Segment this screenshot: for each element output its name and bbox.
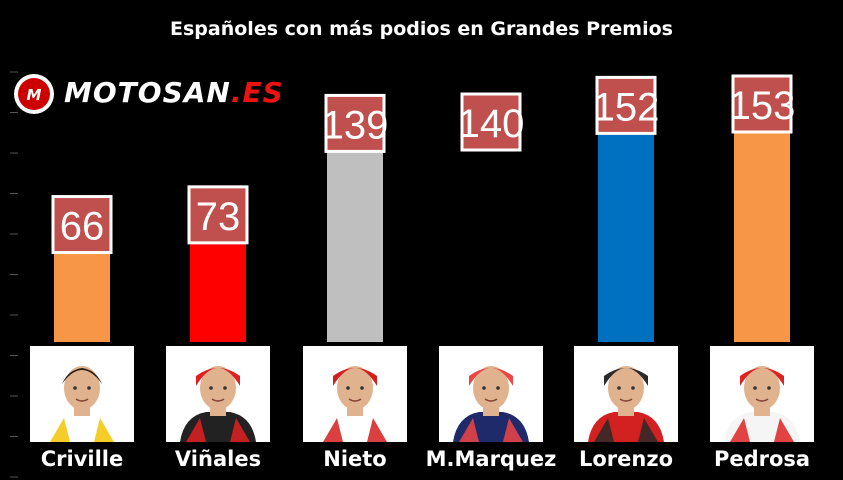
logo-prefix: MOTOSAN	[64, 76, 231, 109]
rider-portrait-icon	[303, 346, 407, 442]
bar-mmarquez	[463, 148, 519, 342]
data-label-text: 153	[729, 84, 796, 128]
data-label-text: 73	[196, 195, 241, 239]
chart-title: Españoles con más podios en Grandes Prem…	[170, 18, 673, 40]
data-label-text: 139	[322, 103, 389, 147]
bar-viales	[190, 240, 246, 342]
data-label-text: 140	[458, 102, 525, 146]
category-label: Pedrosa	[713, 447, 811, 471]
data-label-box	[187, 185, 249, 245]
bar-criville	[54, 250, 110, 342]
rider-portrait-icon	[30, 346, 134, 442]
data-label-box	[595, 75, 657, 135]
data-label-box	[51, 195, 113, 255]
motosan-badge-icon: M	[14, 74, 54, 114]
data-label: 140	[458, 92, 525, 152]
data-label-text: 152	[593, 85, 660, 129]
data-label-box	[460, 92, 522, 152]
category-label: Nieto	[323, 447, 387, 471]
motosan-logo: M MOTOSAN.ES	[12, 72, 302, 116]
data-label-text: 66	[60, 205, 105, 249]
logo-wordmark: MOTOSAN.ES	[64, 76, 284, 109]
data-label: 66	[51, 195, 113, 255]
data-label: 152	[593, 75, 660, 135]
rider-portrait-icon	[710, 346, 814, 442]
data-label: 73	[187, 185, 249, 245]
rider-photo	[439, 346, 543, 442]
category-label: M.Marquez	[425, 447, 557, 471]
category-label: Lorenzo	[578, 447, 673, 471]
data-label: 153	[729, 74, 796, 134]
data-label-box	[731, 74, 793, 134]
category-label: Viñales	[174, 447, 262, 471]
bar-nieto	[327, 149, 383, 342]
data-label-box	[324, 93, 386, 153]
logo-suffix: .ES	[230, 76, 284, 109]
bar-pedrosa	[734, 130, 790, 342]
rider-photo	[166, 346, 270, 442]
rider-photo	[30, 346, 134, 442]
bar-lorenzo	[598, 131, 654, 342]
category-label: Criville	[40, 447, 124, 471]
rider-photo	[574, 346, 678, 442]
rider-portrait-icon	[439, 346, 543, 442]
rider-portrait-icon	[574, 346, 678, 442]
data-label: 139	[322, 93, 389, 153]
rider-photo	[303, 346, 407, 442]
rider-portrait-icon	[166, 346, 270, 442]
svg-text:M: M	[27, 86, 42, 104]
rider-photo	[710, 346, 814, 442]
